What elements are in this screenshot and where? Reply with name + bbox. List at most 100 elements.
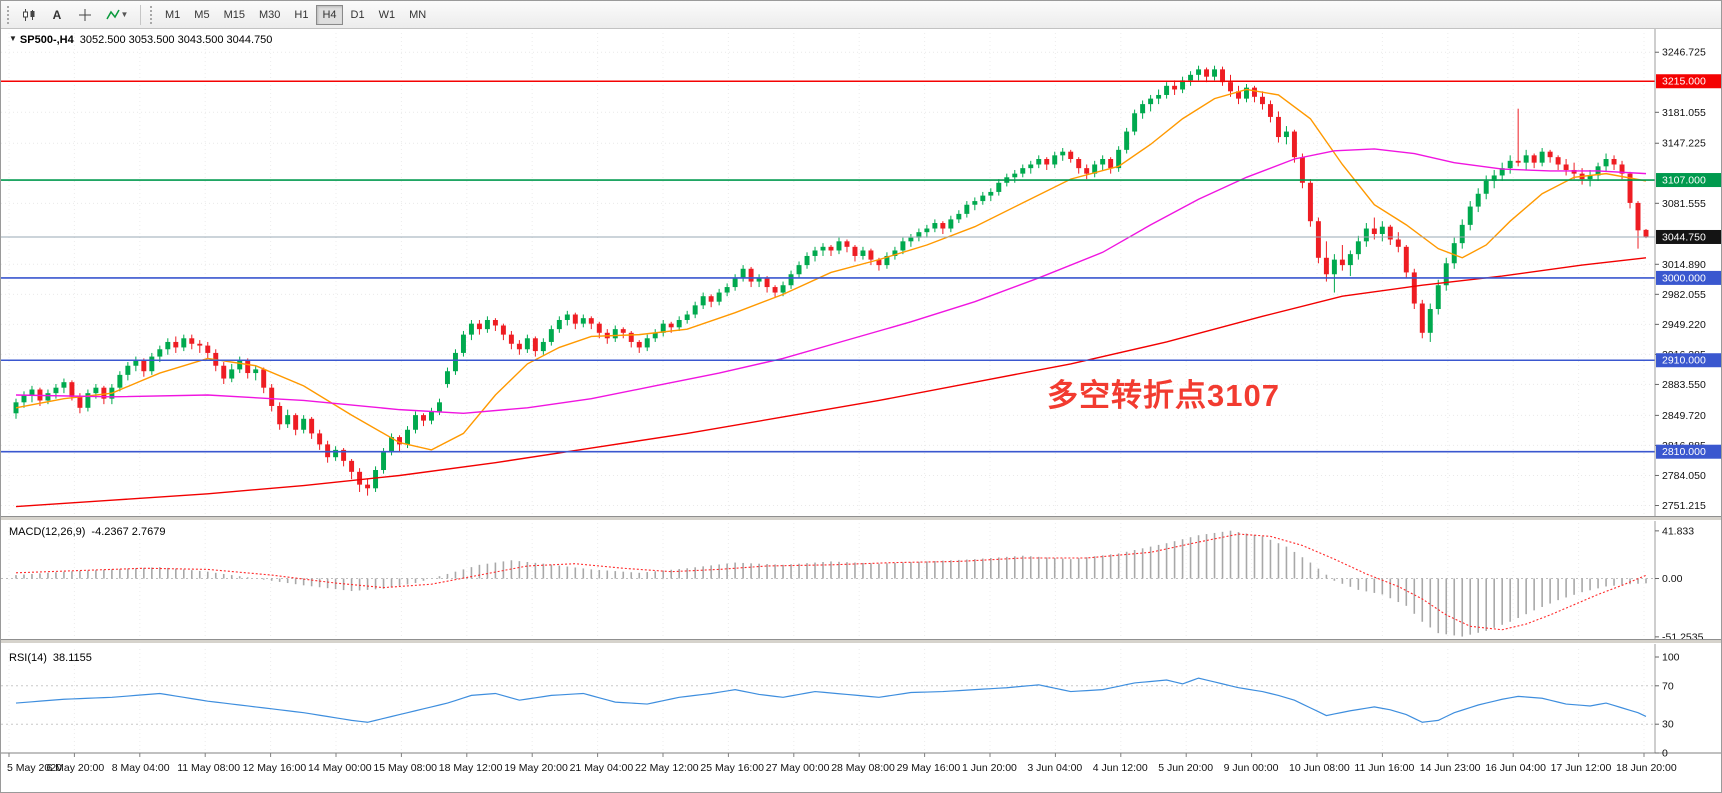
time-axis-label: 29 May 16:00 <box>897 762 961 774</box>
time-axis-label: 11 Jun 16:00 <box>1354 762 1414 774</box>
candle-body <box>341 449 347 461</box>
candle-body <box>1307 182 1313 222</box>
candle-body <box>1627 173 1633 203</box>
macd-signal-line <box>15 533 1647 631</box>
timeframe-button-mn[interactable]: MN <box>403 5 432 25</box>
candle-body <box>1212 69 1218 77</box>
chart-window-button[interactable] <box>16 4 42 26</box>
candle-body <box>117 374 123 388</box>
candle-body <box>1132 113 1138 132</box>
candle-body <box>964 204 970 214</box>
candle-body <box>1244 87 1249 99</box>
rsi-axis-label: 0 <box>1662 748 1668 760</box>
candle-body <box>556 319 562 330</box>
time-axis-label: 3 Jun 04:00 <box>1027 762 1082 774</box>
price-tick-label: 2849.720 <box>1662 410 1706 422</box>
chart-canvas[interactable]: 3246.725 3181.055 3147.225 3081.555 3014.890… <box>1 29 1722 793</box>
candle-body <box>804 255 810 266</box>
macd-values: -4.2367 2.7679 <box>91 526 166 538</box>
timeframe-button-h1[interactable]: H1 <box>288 5 314 25</box>
timeframe-button-m1[interactable]: M1 <box>159 5 186 25</box>
price-tag-label: 3000.000 <box>1662 272 1706 284</box>
time-axis-label: 17 Jun 12:00 <box>1551 762 1612 774</box>
candle-body <box>1571 169 1577 174</box>
price-tag-label: 3044.750 <box>1662 231 1706 243</box>
timeframe-button-m5[interactable]: M5 <box>188 5 215 25</box>
candle-body <box>381 451 387 471</box>
annotation-text[interactable]: 多空转折点3107 <box>1047 378 1280 413</box>
timeframe-group: M1 M5 M15 M30 H1 H4 D1 W1 MN <box>158 4 433 25</box>
candle-body <box>724 287 730 293</box>
candle-body <box>1531 155 1537 163</box>
toolbar-grip[interactable] <box>7 5 11 24</box>
time-axis-label: 10 Jun 08:00 <box>1289 762 1350 774</box>
candle-body <box>205 345 211 353</box>
horizontal-lines[interactable] <box>1 80 1655 453</box>
candle-body <box>580 318 586 324</box>
candle-body <box>1387 226 1393 240</box>
price-tag <box>1656 173 1721 188</box>
candle-body <box>780 285 786 293</box>
candle-body <box>1539 151 1545 163</box>
candle-body <box>1619 164 1625 174</box>
candle-body <box>844 241 850 247</box>
price-tick-label: 3147.225 <box>1662 138 1706 150</box>
timeframe-button-m30[interactable]: M30 <box>253 5 286 25</box>
text-label-button[interactable]: A <box>44 4 70 26</box>
rsi-axis-label: 100 <box>1662 652 1680 664</box>
candle-body <box>1156 94 1162 99</box>
candle-body <box>1603 159 1609 167</box>
timeframe-button-d1[interactable]: D1 <box>345 5 371 25</box>
candle-body <box>317 433 323 445</box>
timeframe-button-h4[interactable]: H4 <box>316 4 343 25</box>
time-axis-label: 1 Jun 20:00 <box>962 762 1017 774</box>
candle-body <box>684 314 690 320</box>
chart-area[interactable]: 3246.725 3181.055 3147.225 3081.555 3014.890… <box>1 29 1722 793</box>
timeframe-button-m15[interactable]: M15 <box>218 5 251 25</box>
candle-body <box>1060 151 1066 156</box>
crosshair-button[interactable] <box>72 4 98 26</box>
candle-body <box>716 292 722 302</box>
candle-body <box>309 418 315 434</box>
candle-body <box>1275 116 1281 138</box>
candle-body <box>1491 175 1497 181</box>
candle-body <box>492 319 498 326</box>
candle-body <box>1020 168 1026 174</box>
candle-body <box>141 360 147 372</box>
candle-body <box>357 471 363 485</box>
candle-body <box>1363 228 1369 242</box>
text-icon: A <box>52 7 62 22</box>
timeframe-toolbar-grip[interactable] <box>150 5 154 24</box>
candle-body <box>940 223 946 229</box>
candle-body <box>301 418 307 430</box>
candle-body <box>460 334 466 353</box>
candle-body <box>452 352 458 372</box>
candle-body <box>1036 159 1042 165</box>
timeframe-button-w1[interactable]: W1 <box>373 5 402 25</box>
candle-body <box>1148 98 1154 105</box>
candle-body <box>1411 272 1417 304</box>
time-axis-label: 22 May 12:00 <box>635 762 699 774</box>
candle-body <box>45 393 51 401</box>
candle-body <box>1555 157 1561 165</box>
candle-body <box>828 246 834 251</box>
macd-pane-splitter[interactable] <box>1 516 1721 521</box>
rsi-name: RSI(14) <box>9 652 47 664</box>
candle-body <box>261 369 267 388</box>
candle-body <box>1228 82 1233 92</box>
candle-body <box>1451 243 1457 264</box>
candle-body <box>548 329 554 342</box>
rsi-pane-splitter[interactable] <box>1 639 1721 644</box>
candle-body <box>1204 69 1210 77</box>
indicators-button[interactable]: ▼ <box>100 4 134 26</box>
macd-name: MACD(12,26,9) <box>9 526 86 538</box>
candle-body <box>1164 85 1170 95</box>
candle-body <box>1299 157 1305 183</box>
price-axis[interactable]: 3246.725 3181.055 3147.225 3081.555 3014.890… <box>1655 47 1722 512</box>
candle-body <box>540 341 546 352</box>
candle-body <box>1347 254 1353 266</box>
grid <box>1 33 1653 753</box>
candle-body <box>1283 131 1289 138</box>
price-tick-label: 2883.550 <box>1662 379 1706 391</box>
